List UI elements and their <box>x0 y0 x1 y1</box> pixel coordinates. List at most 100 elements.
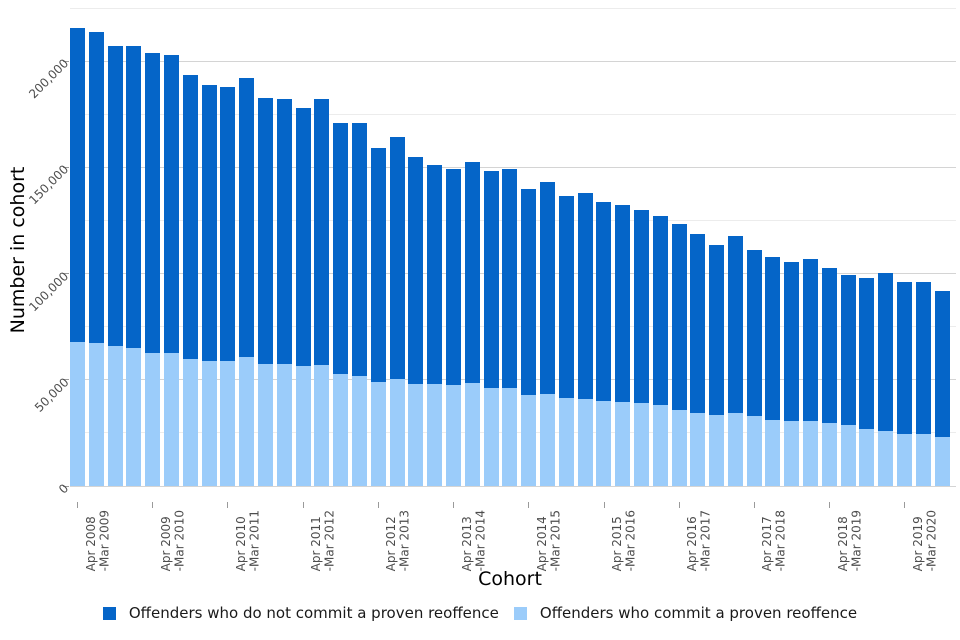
bar-segment-no-reoffence <box>746 250 762 416</box>
bar-segment-reoffence <box>577 398 593 486</box>
x-tick-label-10: Apr 2018 -Mar 2019 <box>835 510 864 572</box>
y-tick-200000 <box>63 60 69 62</box>
bar-segment-no-reoffence <box>671 223 687 410</box>
bar-segment-reoffence <box>389 378 405 486</box>
bar-15 <box>333 122 349 486</box>
bar-segment-reoffence <box>615 402 631 486</box>
bar-40 <box>803 258 819 486</box>
bar-segment-reoffence <box>314 364 330 486</box>
bar-segment-no-reoffence <box>690 234 706 413</box>
x-tick-1 <box>152 502 154 508</box>
bar-segment-reoffence <box>803 421 819 486</box>
bar-segment-reoffence <box>427 384 443 486</box>
gridline-225000 <box>70 7 956 9</box>
bar-segment-reoffence <box>878 430 894 486</box>
bar-segment-reoffence <box>934 437 950 486</box>
bar-segment-no-reoffence <box>88 32 104 343</box>
bar-segment-reoffence <box>239 357 255 486</box>
bar-segment-no-reoffence <box>182 74 198 359</box>
bar-segment-no-reoffence <box>558 196 574 398</box>
legend-swatch-reoffence-icon <box>513 606 527 620</box>
bar-segment-reoffence <box>671 409 687 486</box>
bar-segment-reoffence <box>784 421 800 486</box>
bar-17 <box>370 148 386 486</box>
x-tick-5 <box>453 502 455 508</box>
x-tick-6 <box>528 502 530 508</box>
bar-segment-no-reoffence <box>145 52 161 354</box>
y-tick-label-100000: 100,000 <box>26 268 72 314</box>
bar-27 <box>558 196 574 486</box>
y-tick-label-200000: 200,000 <box>26 56 72 102</box>
bar-24 <box>502 169 518 486</box>
bar-segment-reoffence <box>70 341 85 486</box>
bar-34 <box>690 234 706 486</box>
bar-segment-reoffence <box>88 342 104 486</box>
bar-47 <box>934 290 950 486</box>
bar-segment-no-reoffence <box>859 277 875 429</box>
y-tick-label-150000: 150,000 <box>26 162 72 208</box>
bar-segment-no-reoffence <box>483 170 499 389</box>
bar-8 <box>201 84 217 486</box>
bar-30 <box>615 204 631 486</box>
bar-segment-reoffence <box>558 397 574 486</box>
bar-28 <box>577 192 593 486</box>
bar-segment-reoffence <box>163 353 179 486</box>
gridline-200000 <box>70 60 956 62</box>
bar-10 <box>239 78 255 486</box>
x-tick-label-0: Apr 2008 -Mar 2009 <box>83 510 112 572</box>
x-tick-label-11: Apr 2019 -Mar 2020 <box>910 510 939 572</box>
bar-segment-reoffence <box>370 381 386 486</box>
bar-segment-no-reoffence <box>239 78 255 358</box>
bar-42 <box>840 274 856 486</box>
bar-segment-no-reoffence <box>445 169 461 386</box>
bar-39 <box>784 261 800 486</box>
bar-segment-no-reoffence <box>765 256 781 421</box>
bar-segment-reoffence <box>408 384 424 486</box>
gridline-0 <box>70 485 956 487</box>
bar-segment-no-reoffence <box>577 192 593 399</box>
bar-2 <box>88 32 104 486</box>
bar-segment-reoffence <box>859 428 875 486</box>
bar-18 <box>389 136 405 486</box>
bar-segment-reoffence <box>840 425 856 486</box>
bar-segment-no-reoffence <box>521 188 537 395</box>
x-axis-title: Cohort <box>478 568 542 590</box>
bar-segment-no-reoffence <box>539 182 555 394</box>
bar-segment-no-reoffence <box>821 268 837 424</box>
bar-segment-no-reoffence <box>709 244 725 415</box>
bar-segment-no-reoffence <box>333 122 349 375</box>
bar-segment-no-reoffence <box>464 162 480 383</box>
bar-segment-reoffence <box>257 363 273 486</box>
legend-label-reoffence: Offenders who commit a proven reoffence <box>539 604 858 622</box>
bar-segment-reoffence <box>915 433 931 486</box>
bar-segment-no-reoffence <box>276 99 292 364</box>
y-tick-label-50000: 50,000 <box>31 374 72 415</box>
bar-segment-reoffence <box>182 358 198 486</box>
y-tick-100000 <box>63 273 69 275</box>
bar-segment-reoffence <box>765 420 781 486</box>
bar-segment-reoffence <box>351 375 367 486</box>
x-tick-label-1: Apr 2009 -Mar 2010 <box>158 510 187 572</box>
bar-segment-reoffence <box>276 363 292 486</box>
bar-segment-reoffence <box>107 345 123 486</box>
x-tick-label-8: Apr 2016 -Mar 2017 <box>685 510 713 572</box>
bar-11 <box>257 98 273 486</box>
bar-segment-reoffence <box>145 353 161 486</box>
bar-37 <box>746 250 762 486</box>
x-tick-label-6: Apr 2014 -Mar 2015 <box>534 510 563 572</box>
bar-6 <box>163 54 179 486</box>
bar-7 <box>182 74 198 486</box>
bar-segment-no-reoffence <box>126 46 142 348</box>
bar-segment-no-reoffence <box>502 169 518 389</box>
x-tick-7 <box>603 502 605 508</box>
x-tick-2 <box>227 502 229 508</box>
bar-segment-no-reoffence <box>934 290 950 438</box>
legend: Offenders who do not commit a proven reo… <box>0 604 960 622</box>
bar-segment-no-reoffence <box>257 98 273 364</box>
x-tick-label-4: Apr 2012 -Mar 2013 <box>384 510 412 572</box>
bar-16 <box>351 122 367 486</box>
bar-segment-no-reoffence <box>784 261 800 422</box>
x-tick-11 <box>904 502 906 508</box>
bar-14 <box>314 99 330 486</box>
bar-21 <box>445 169 461 486</box>
